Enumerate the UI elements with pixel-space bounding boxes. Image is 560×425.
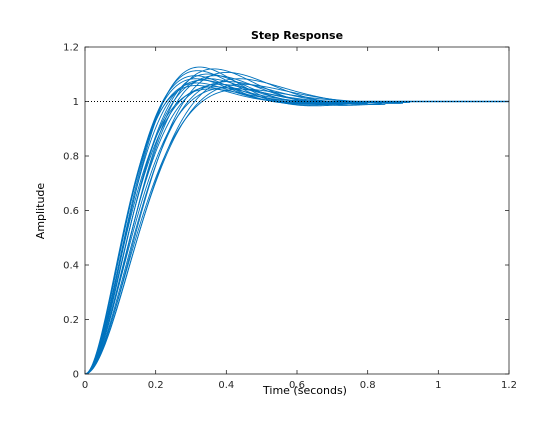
y-tick-label: 1 (73, 97, 79, 108)
y-tick-label: 0.2 (63, 315, 79, 326)
chart-title: Step Response (251, 29, 343, 42)
x-tick-label: 0.6 (289, 380, 305, 391)
x-tick-label: 0 (82, 380, 88, 391)
y-tick-label: 0 (73, 370, 79, 381)
step-response-series-14 (84, 70, 368, 375)
y-tick-label: 0.8 (63, 152, 79, 163)
x-axis-label: Time (seconds) (262, 384, 347, 397)
step-response-series-15 (84, 78, 340, 375)
step-response-series-16 (84, 85, 333, 375)
ticks-group: 0 0.2 0.4 0.6 0.8 1 1.2 0 0.2 0.4 0.6 0.8 1 1.2 (63, 43, 517, 392)
y-tick-label: 1.2 (63, 43, 79, 54)
y-axis-label: Amplitude (34, 183, 47, 240)
x-tick-label: 1 (435, 380, 441, 391)
x-tick-label: 0.4 (218, 380, 234, 391)
y-tick-label: 0.4 (63, 261, 79, 272)
x-tick-label: 0.8 (360, 380, 376, 391)
y-tick-label: 0.6 (63, 206, 79, 217)
step-response-series-19 (84, 66, 379, 375)
x-tick-label: 1.2 (501, 380, 517, 391)
x-tick-label: 0.2 (148, 380, 164, 391)
